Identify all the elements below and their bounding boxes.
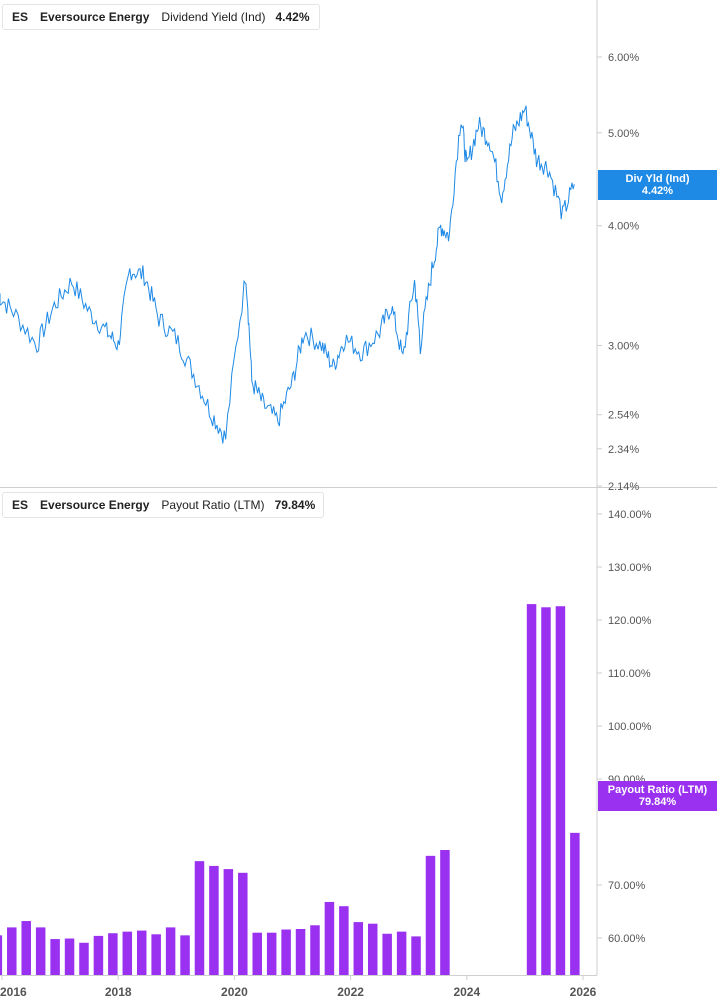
payout-bar [353, 922, 364, 975]
payout-bar [281, 929, 291, 975]
legend-company: Eversource Energy [40, 10, 150, 24]
payout-bar [382, 933, 392, 975]
x-tick-label: 2018 [105, 985, 132, 999]
payout-bar [21, 921, 31, 975]
dividend-yield-legend: ES Eversource Energy Dividend Yield (Ind… [2, 4, 320, 30]
y-tick-label: 100.00% [608, 721, 652, 733]
payout-bar [555, 606, 566, 975]
x-tick-label: 2022 [337, 985, 364, 999]
dividend-yield-line [0, 105, 575, 444]
x-tick-label: 2026 [570, 985, 597, 999]
y-tick-label: 70.00% [608, 880, 646, 892]
payout-bars [0, 604, 580, 975]
payout-bar [396, 931, 407, 975]
payout-ratio-badge: Payout Ratio (LTM) 79.84% [598, 781, 717, 811]
payout-bar [339, 906, 349, 975]
legend-company: Eversource Energy [40, 498, 150, 512]
payout-y-axis: 140.00%130.00%120.00%110.00%100.00%90.00… [597, 509, 652, 945]
payout-bar [50, 939, 60, 975]
payout-bar [425, 855, 436, 975]
dividend-yield-badge: Div Yld (Ind) 4.42% [598, 170, 717, 200]
payout-bar [411, 936, 421, 975]
payout-ratio-legend: ES Eversource Energy Payout Ratio (LTM) … [2, 492, 324, 518]
y-tick-label: 2.34% [608, 444, 639, 456]
y-tick-label: 5.00% [608, 128, 639, 140]
payout-bar [209, 865, 219, 975]
y-tick-label: 130.00% [608, 562, 652, 574]
x-tick-label: 2020 [221, 985, 248, 999]
badge-value: 79.84% [638, 796, 677, 808]
payout-bar [295, 928, 306, 975]
y-tick-label: 60.00% [608, 933, 646, 945]
badge-label: Div Yld (Ind) [625, 173, 690, 185]
payout-bar [79, 942, 89, 975]
payout-bar [310, 925, 320, 975]
payout-bar [151, 934, 161, 975]
payout-bar [526, 604, 537, 975]
x-tick-label: 2016 [0, 985, 27, 999]
legend-value: 79.84% [274, 498, 316, 512]
payout-bar [367, 923, 378, 975]
payout-bar [252, 932, 262, 975]
payout-bar [194, 861, 205, 975]
payout-bar [108, 933, 118, 975]
x-tick-label: 2024 [453, 985, 480, 999]
y-tick-label: 4.00% [608, 221, 639, 233]
payout-bar [0, 935, 3, 975]
payout-bar [570, 832, 580, 975]
payout-bar [7, 927, 17, 975]
payout-bar [136, 930, 147, 975]
x-axis: 2016 2018 2020 2022 2024 2026 [0, 975, 597, 999]
legend-value: 4.42% [275, 10, 310, 24]
y-tick-label: 2.14% [608, 481, 639, 493]
payout-bar [238, 872, 248, 975]
yield-y-axis: 6.00% 5.00% 4.00% 3.00% 2.54% 2.34% 2.14% [597, 52, 639, 493]
legend-metric: Payout Ratio (LTM) [161, 498, 265, 512]
payout-bar [324, 901, 335, 975]
payout-bar [223, 869, 234, 975]
y-tick-label: 110.00% [608, 668, 651, 680]
legend-metric: Dividend Yield (Ind) [161, 10, 266, 24]
payout-bar [93, 935, 104, 975]
badge-label: Payout Ratio (LTM) [607, 784, 708, 796]
y-tick-label: 140.00% [608, 509, 652, 521]
y-tick-label: 6.00% [608, 52, 639, 64]
payout-bar [122, 931, 133, 975]
payout-bar [64, 938, 75, 975]
y-tick-label: 120.00% [608, 615, 652, 627]
payout-bar [541, 607, 551, 975]
payout-bar [180, 935, 190, 975]
legend-ticker: ES [12, 10, 29, 24]
badge-value: 4.42% [641, 185, 674, 197]
y-tick-label: 2.54% [608, 410, 639, 422]
legend-ticker: ES [12, 498, 29, 512]
payout-bar [35, 927, 46, 975]
y-tick-label: 3.00% [608, 340, 639, 352]
payout-bar [266, 932, 277, 975]
payout-bar [165, 927, 176, 975]
payout-bar [440, 850, 450, 975]
